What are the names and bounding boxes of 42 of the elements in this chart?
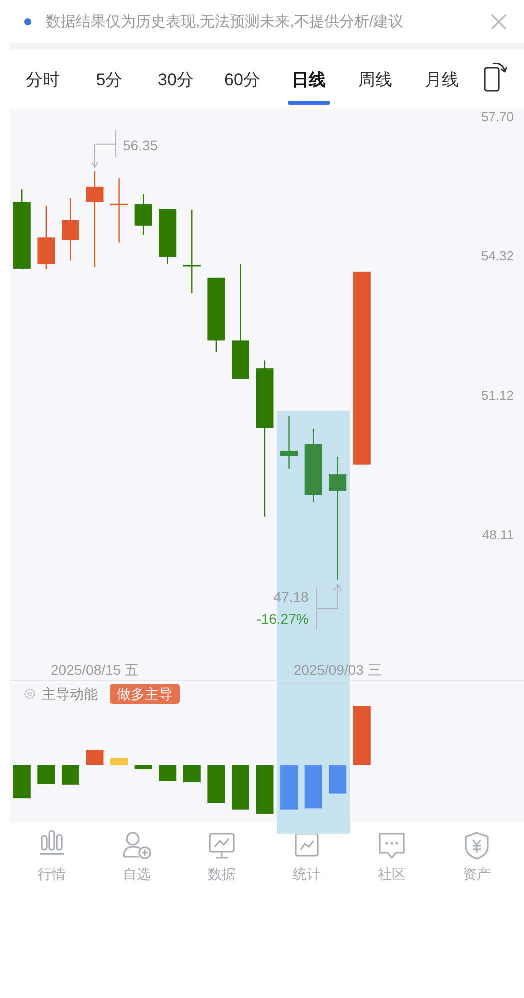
text: 社区 (378, 866, 406, 882)
chart-title: 主导动能 (42, 686, 98, 702)
bar (134, 765, 152, 770)
text: 30分 (158, 70, 194, 90)
text: 统计 (293, 866, 321, 882)
bar (183, 765, 201, 783)
bar (304, 765, 322, 809)
text: 周线 (358, 70, 392, 90)
text: 月线 (425, 70, 459, 90)
bar (280, 765, 298, 810)
text: 资产 (463, 866, 491, 882)
annotation: 56.35 (123, 137, 158, 154)
bar (256, 765, 274, 814)
bar (13, 765, 31, 799)
y-tick-label: 51.12 (481, 388, 514, 403)
text: 数据结果仅为历史表现,无法预测未来,不提供分析/建议 (46, 14, 404, 30)
candlestick (183, 209, 201, 294)
bar (208, 765, 226, 804)
y-tick-label: 54.32 (481, 248, 514, 264)
y-tick-label: 48.11 (482, 527, 514, 542)
candlestick (62, 198, 80, 262)
bar (159, 765, 177, 782)
candlestick (110, 178, 128, 244)
bar (86, 750, 104, 766)
candlestick (86, 170, 104, 268)
text: 行情 (38, 866, 66, 882)
text: 60分 (224, 70, 260, 90)
bar (353, 706, 371, 766)
bar (38, 765, 56, 784)
bar (110, 758, 128, 766)
text: 自选 (123, 866, 151, 882)
y-tick-label: 57.70 (481, 109, 514, 124)
bar (232, 765, 250, 810)
text: 5分 (96, 70, 123, 90)
bar (62, 765, 80, 785)
text: 做多主导 (117, 686, 173, 702)
text: 日线 (292, 70, 326, 90)
text: 数据 (208, 866, 236, 882)
text: 分时 (26, 70, 60, 90)
candlestick (134, 194, 152, 236)
x-tick-label: 2025/08/15 五 (51, 662, 139, 678)
bar (329, 765, 347, 794)
